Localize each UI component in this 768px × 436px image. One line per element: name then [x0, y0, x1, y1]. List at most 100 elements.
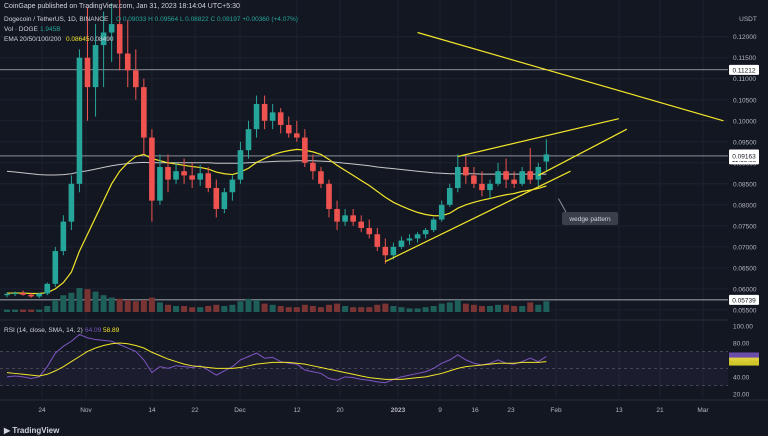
volume-bar [205, 306, 212, 312]
volume-bar [221, 306, 228, 312]
volume-bar [92, 291, 99, 312]
candle-body [511, 179, 517, 184]
volume-bar [12, 309, 19, 312]
volume-bar [36, 309, 43, 312]
candle-body [269, 112, 276, 121]
candle-body [165, 167, 171, 180]
candle-body [116, 24, 123, 54]
ema-label: EMA 20/50/100/200 [4, 36, 61, 43]
volume-bar [52, 300, 59, 312]
volume-bar [309, 306, 316, 312]
candle-body [189, 175, 195, 180]
currency-label: USDT [739, 16, 757, 23]
candle-body [487, 183, 493, 191]
volume-bar [342, 306, 349, 312]
rsi-line [6, 333, 547, 384]
candle-body [302, 137, 308, 163]
price-tick: 0.06000 [733, 286, 757, 293]
volume-bar [132, 301, 139, 312]
volume-bar [470, 304, 477, 312]
candle-body [390, 246, 397, 256]
candle-body [20, 293, 26, 295]
volume-bar [478, 306, 485, 312]
volume-bar [165, 304, 171, 312]
candle-body [221, 192, 228, 210]
price-tick: 0.10000 [733, 118, 757, 125]
ema20-path [7, 148, 547, 295]
candle-body [157, 167, 163, 201]
descending-line [417, 31, 724, 122]
time-tick: 16 [471, 407, 479, 414]
volume-bar [422, 307, 429, 312]
volume-bar [60, 295, 67, 312]
volume-bar [116, 298, 123, 312]
wedge-support-extension [538, 128, 628, 176]
candle-body [84, 57, 91, 88]
price-axis: USDT 0.12000 0.11500 0.11000 0.10500 0.10000 0… [728, 0, 768, 425]
time-tick: 13 [615, 407, 623, 414]
candle-body [141, 87, 147, 138]
wedge-annotation: wedge pattern [562, 212, 618, 225]
rsi-badge [729, 357, 759, 366]
price-tick: 0.12000 [733, 34, 757, 41]
candle-body [310, 162, 316, 172]
time-tick: 12 [293, 407, 301, 414]
tradingview-logo: ▶ TradingView [4, 426, 59, 435]
candle-body [100, 32, 107, 46]
price-tick: 0.10500 [733, 97, 757, 104]
time-tick: Feb [550, 407, 562, 414]
candle-body [422, 230, 429, 235]
price-tick: 0.07500 [733, 223, 757, 230]
volume-bar [68, 292, 75, 312]
candle-body [438, 204, 445, 220]
volume-bar [374, 304, 381, 312]
volume-bar [293, 307, 300, 312]
volume-bar [535, 304, 542, 312]
volume-bar [253, 300, 260, 312]
volume-bar [350, 307, 357, 312]
candle-body [68, 183, 75, 222]
ema20-value: 0.08645 [66, 36, 90, 43]
volume-bar [173, 306, 180, 312]
ema20-line [7, 148, 547, 295]
candle-body [277, 112, 284, 125]
volume-bar [181, 306, 188, 312]
candle-body [519, 171, 525, 184]
candle-body [197, 173, 203, 180]
volume-bar [358, 307, 365, 312]
time-axis: 24 Nov 14 22 Dec 12 20 2023 9 16 23 Feb 13 21 Mar [0, 399, 768, 414]
trendlines: wedge pattern [385, 31, 724, 263]
time-tick: 21 [656, 407, 664, 414]
candle-body [463, 167, 469, 176]
volume-value: 1.945B [40, 26, 61, 33]
time-tick: Mar [697, 407, 709, 414]
volume-bar [406, 308, 413, 312]
candle-body [44, 283, 51, 294]
annotation-box [562, 212, 618, 225]
candle-body [294, 133, 300, 138]
chart-grid [0, 0, 728, 398]
candle-body [205, 173, 212, 189]
time-tick: Dec [234, 407, 246, 414]
candle-body [149, 137, 155, 201]
candle-body [245, 129, 252, 151]
candle-body [173, 171, 179, 180]
published-by: CoinGape published on TradingView.com, J… [4, 3, 240, 10]
rsi-legend: RSI (14, close, SMA, 14, 2) 64.09 58.89 [4, 327, 120, 334]
volume-bar [124, 300, 131, 312]
candle-body [414, 234, 421, 239]
price-tick: 0.08500 [733, 181, 757, 188]
volume-bar [430, 306, 437, 312]
rsi-label: RSI (14, close, SMA, 14, 2) [4, 327, 83, 334]
candle-body [92, 45, 99, 88]
rsi-tick: 20.00 [733, 391, 750, 398]
volume-bar [20, 309, 27, 312]
candle-body [36, 293, 42, 297]
volume-bar [213, 304, 220, 312]
rsi-pane [0, 319, 768, 386]
candle-body [382, 246, 389, 256]
price-tick: 0.08000 [733, 202, 757, 209]
volume-bar [84, 289, 91, 312]
candlesticks [4, 0, 550, 299]
